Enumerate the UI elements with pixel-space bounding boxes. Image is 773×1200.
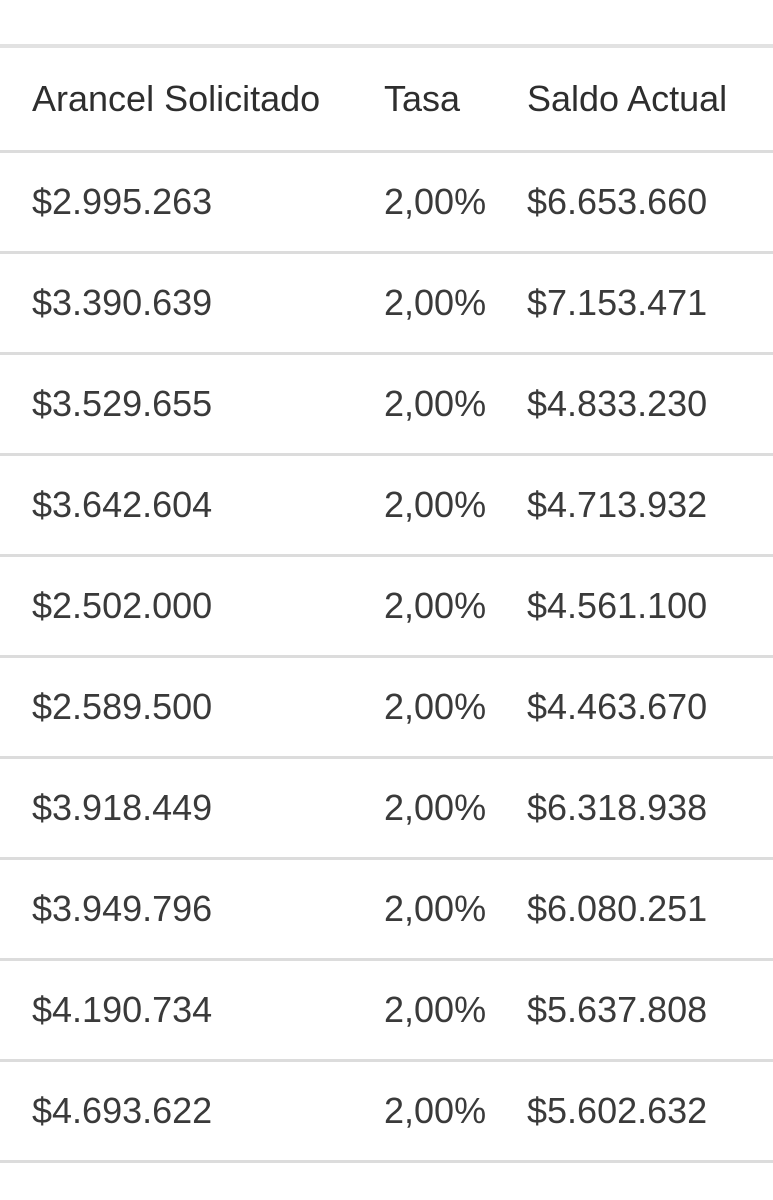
table-row: $3.529.655 2,00% $4.833.230 <box>0 353 773 456</box>
cell-arancel-solicitado: $2.995.263 <box>0 151 352 254</box>
table-header-row: Arancel Solicitado Tasa Saldo Actual <box>0 48 773 153</box>
cell-saldo-actual: $6.318.938 <box>495 757 773 860</box>
cell-saldo-actual: $4.463.670 <box>495 656 773 759</box>
cell-tasa: 2,00% <box>352 959 495 1062</box>
cell-saldo-actual: $5.602.632 <box>495 1060 773 1163</box>
cell-tasa: 2,00% <box>352 252 495 355</box>
cell-saldo-actual: $5.637.808 <box>495 959 773 1062</box>
cell-tasa: 2,00% <box>352 656 495 759</box>
cell-arancel-solicitado: $3.390.639 <box>0 252 352 355</box>
table-row: $2.502.000 2,00% $4.561.100 <box>0 555 773 658</box>
cell-arancel-solicitado: $3.918.449 <box>0 757 352 860</box>
cell-arancel-solicitado: $3.529.655 <box>0 353 352 456</box>
cell-saldo-actual: $4.561.100 <box>495 555 773 658</box>
cell-saldo-actual: $6.080.251 <box>495 858 773 961</box>
table-row: $3.390.639 2,00% $7.153.471 <box>0 252 773 355</box>
column-header-tasa: Tasa <box>352 48 495 153</box>
column-header-arancel-solicitado: Arancel Solicitado <box>0 48 352 153</box>
cell-tasa: 2,00% <box>352 858 495 961</box>
cell-arancel-solicitado: $3.949.796 <box>0 858 352 961</box>
table-row: $3.949.796 2,00% $6.080.251 <box>0 858 773 961</box>
table-container: Arancel Solicitado Tasa Saldo Actual $2.… <box>0 44 773 1163</box>
cell-saldo-actual: $7.153.471 <box>495 252 773 355</box>
cell-arancel-solicitado: $4.190.734 <box>0 959 352 1062</box>
cell-arancel-solicitado: $3.642.604 <box>0 454 352 557</box>
table-row: $4.693.622 2,00% $5.602.632 <box>0 1060 773 1163</box>
table-row: $2.995.263 2,00% $6.653.660 <box>0 151 773 254</box>
cell-arancel-solicitado: $2.589.500 <box>0 656 352 759</box>
cell-saldo-actual: $4.833.230 <box>495 353 773 456</box>
cell-arancel-solicitado: $2.502.000 <box>0 555 352 658</box>
cell-saldo-actual: $4.713.932 <box>495 454 773 557</box>
cell-saldo-actual: $6.653.660 <box>495 151 773 254</box>
column-header-saldo-actual: Saldo Actual <box>495 48 773 153</box>
table-row: $2.589.500 2,00% $4.463.670 <box>0 656 773 759</box>
cell-tasa: 2,00% <box>352 1060 495 1163</box>
table-row: $4.190.734 2,00% $5.637.808 <box>0 959 773 1062</box>
cell-tasa: 2,00% <box>352 757 495 860</box>
cell-tasa: 2,00% <box>352 151 495 254</box>
cell-tasa: 2,00% <box>352 555 495 658</box>
table-row: $3.918.449 2,00% $6.318.938 <box>0 757 773 860</box>
cell-arancel-solicitado: $4.693.622 <box>0 1060 352 1163</box>
cell-tasa: 2,00% <box>352 454 495 557</box>
loan-table: Arancel Solicitado Tasa Saldo Actual $2.… <box>0 48 773 1163</box>
table-row: $3.642.604 2,00% $4.713.932 <box>0 454 773 557</box>
cell-tasa: 2,00% <box>352 353 495 456</box>
